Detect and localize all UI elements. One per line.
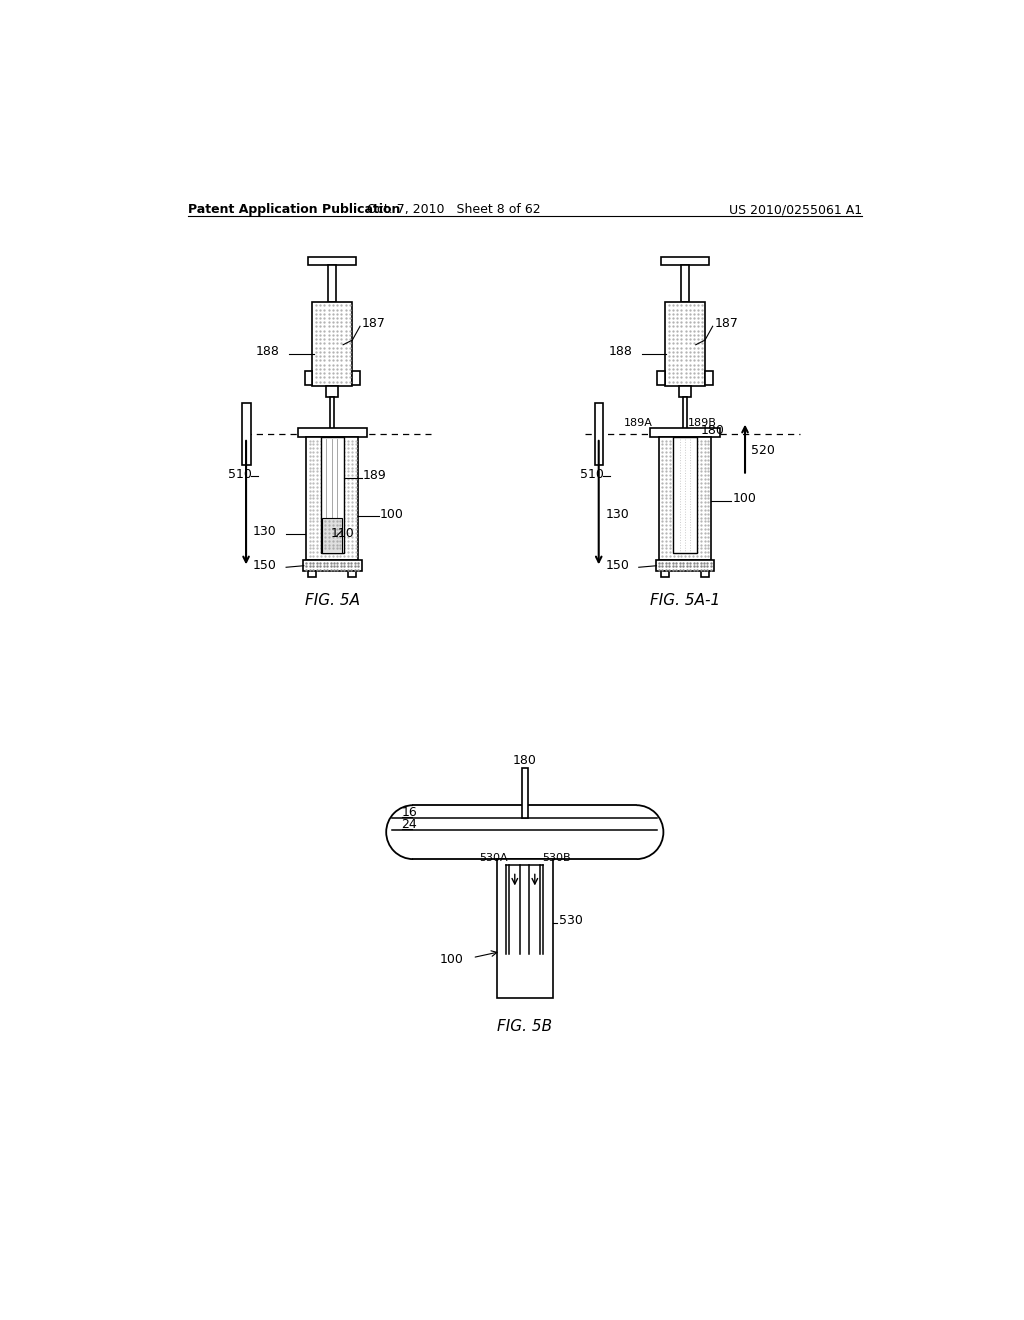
Bar — [595, 404, 603, 465]
Bar — [681, 264, 689, 302]
Bar — [521, 768, 528, 817]
Bar — [497, 859, 553, 998]
Bar — [679, 387, 691, 397]
Bar — [329, 264, 336, 302]
Bar — [331, 397, 334, 429]
Text: US 2010/0255061 A1: US 2010/0255061 A1 — [729, 203, 862, 216]
Bar — [657, 371, 665, 385]
Text: 150: 150 — [253, 560, 276, 573]
Text: 24: 24 — [401, 818, 418, 832]
Bar — [304, 371, 312, 385]
Text: 188: 188 — [608, 345, 633, 358]
Text: 130: 130 — [606, 508, 630, 520]
Bar — [650, 428, 720, 437]
Bar — [306, 437, 358, 561]
Text: 510: 510 — [227, 467, 252, 480]
Bar — [298, 428, 367, 437]
Text: 180: 180 — [700, 424, 724, 437]
Bar — [655, 560, 714, 572]
Text: 130: 130 — [253, 525, 276, 539]
Text: 189B: 189B — [688, 418, 717, 428]
Text: 520: 520 — [752, 445, 775, 458]
Bar — [243, 404, 251, 465]
Bar — [683, 397, 687, 429]
Bar — [308, 572, 316, 577]
Bar — [662, 257, 709, 264]
Text: 110: 110 — [331, 527, 354, 540]
Text: 188: 188 — [256, 345, 280, 358]
Bar — [665, 302, 705, 387]
Text: 530: 530 — [559, 915, 583, 927]
Text: FIG. 5A: FIG. 5A — [305, 593, 359, 607]
Text: 16: 16 — [401, 805, 418, 818]
Bar — [352, 371, 360, 385]
Text: FIG. 5B: FIG. 5B — [498, 1019, 552, 1035]
Bar — [701, 572, 709, 577]
Bar — [326, 387, 339, 397]
Text: 510: 510 — [581, 467, 604, 480]
Text: 187: 187 — [714, 317, 738, 330]
Bar — [658, 437, 711, 561]
Text: 100: 100 — [733, 492, 757, 506]
Text: 187: 187 — [361, 317, 385, 330]
Text: 100: 100 — [439, 953, 463, 966]
Text: Patent Application Publication: Patent Application Publication — [188, 203, 400, 216]
Bar — [312, 302, 352, 387]
Bar — [674, 437, 696, 553]
Bar — [308, 257, 356, 264]
Text: 150: 150 — [605, 560, 630, 573]
Bar — [321, 437, 344, 553]
Text: 180: 180 — [513, 754, 537, 767]
Text: 530B: 530B — [542, 853, 570, 862]
Bar — [413, 805, 637, 859]
Text: 189A: 189A — [624, 418, 652, 428]
Text: 530A: 530A — [479, 853, 508, 862]
Bar — [323, 517, 342, 553]
Text: 189: 189 — [364, 469, 387, 482]
Bar — [662, 572, 669, 577]
Bar — [303, 560, 361, 572]
Bar — [705, 371, 713, 385]
Text: FIG. 5A-1: FIG. 5A-1 — [650, 593, 720, 607]
Text: 100: 100 — [380, 508, 403, 520]
Bar — [348, 572, 356, 577]
Text: Oct. 7, 2010   Sheet 8 of 62: Oct. 7, 2010 Sheet 8 of 62 — [368, 203, 541, 216]
